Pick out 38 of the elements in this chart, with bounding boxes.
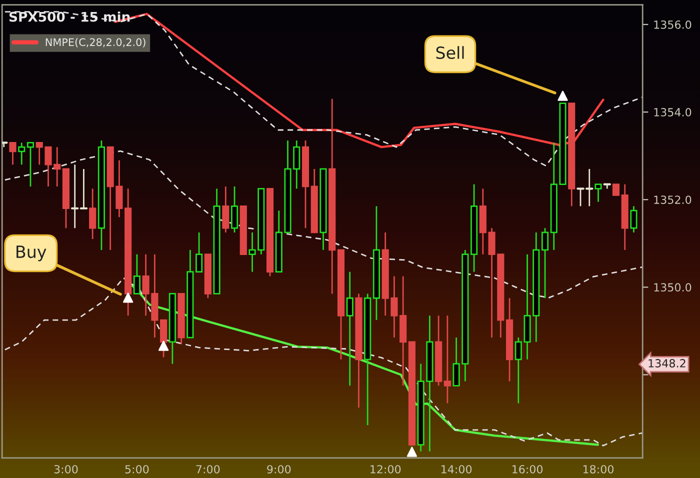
line-series [4,150,643,298]
y-tick-label: 1356.0 [654,20,692,29]
x-tick-label: 7:00 [196,465,220,474]
x-tick-label: 9:00 [267,465,291,474]
point [158,340,169,351]
candlestick [196,232,203,273]
candlestick [630,205,638,234]
line-series [4,11,643,167]
x-tick-label: 12:00 [370,465,401,474]
line-series [4,277,643,446]
candlestick [89,188,96,240]
candlestick [230,186,238,234]
y-tick-label: 1354.0 [654,108,692,116]
point [122,292,134,303]
text: 1348.2 [648,359,686,368]
candlestick [222,186,230,234]
x-tick-label: 18:00 [583,465,614,474]
candlestick [346,271,354,386]
point [558,90,568,101]
annotation: Buy [16,246,46,262]
point [406,446,418,457]
x-tick-label: 16:00 [512,465,543,474]
y-tick-label: 1350.0 [654,283,692,292]
candlestick [444,314,451,404]
candlestick [594,184,602,202]
candlestick [160,319,168,358]
x-tick-label: 5:00 [125,465,149,474]
candlestick [612,184,620,196]
candlestick [541,227,549,299]
candlestick [133,254,140,294]
annotation: Sell [436,46,464,60]
legend-label: NMPE(C,28,2.0,2.0) [46,38,146,48]
y-tick-label: 1352.0 [654,196,692,204]
x-tick-label: 3:00 [54,465,78,474]
x-tick-label: 14:00 [442,465,472,474]
candlestick [9,142,16,166]
candlestick [18,142,26,166]
candlestick [26,142,34,188]
